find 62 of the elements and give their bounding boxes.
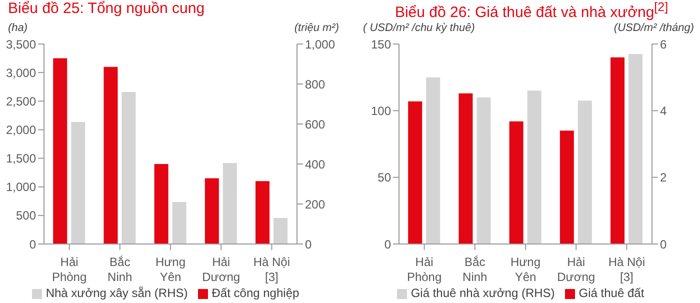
legend-label: Đất công nghiệp: [212, 286, 300, 300]
y-tick-label: 1,000: [6, 180, 36, 194]
y2-tick-label: 600: [305, 117, 326, 132]
y-tick-label: 1,500: [6, 152, 36, 166]
y2-tick-label: 0: [660, 237, 667, 252]
bar: [476, 97, 491, 244]
x-tick-label: Hải Dương: [557, 255, 596, 284]
y2-tick-label: 400: [305, 157, 326, 172]
bar: [71, 122, 86, 244]
bar: [578, 100, 592, 244]
bar: [204, 178, 219, 244]
bar: [458, 93, 473, 244]
y2-axis-title: (triệu m²): [294, 22, 339, 36]
bar: [527, 90, 542, 244]
bar: [154, 164, 168, 244]
x-tick-label: Hưng Yên: [155, 255, 186, 284]
legend-label: Nhà xưởng xây sẵn (RHS): [46, 286, 188, 300]
bar: [274, 218, 288, 244]
y-tick-label: 500: [16, 208, 36, 223]
y-tick-label: 3,500: [6, 37, 36, 52]
y-tick-label: 0: [29, 237, 36, 252]
y-tick-label: 100: [370, 104, 392, 118]
y-tick-label: 50: [378, 170, 392, 185]
y2-tick-label: 1,000: [305, 37, 336, 52]
y-axis-title: (ha): [8, 22, 28, 36]
y-tick-label: 0: [384, 237, 392, 252]
bar: [222, 163, 237, 244]
x-tick-label: Hải Phòng: [52, 255, 87, 284]
y-tick-label: 2,000: [6, 122, 36, 137]
x-tick-label: Hà Nội [3]: [253, 255, 290, 284]
x-tick-label: Hưng Yên: [510, 255, 541, 284]
bar: [509, 121, 524, 244]
y-tick-label: 150: [370, 37, 392, 52]
bar: [104, 66, 118, 244]
y-tick-label: 3,000: [6, 66, 36, 80]
y2-axis-title: (USD/m² /tháng): [614, 22, 694, 36]
y2-tick-label: 800: [305, 77, 326, 92]
bar: [408, 101, 422, 244]
chart-title: Biểu đồ 25: Tổng nguồn cung: [7, 0, 206, 19]
x-tick-label: Bắc Ninh: [108, 255, 132, 284]
bar: [628, 54, 643, 244]
legend-label: Giá thuê đất: [578, 286, 644, 300]
bar: [426, 77, 440, 244]
y2-tick-label: 200: [305, 197, 326, 212]
bar: [610, 57, 625, 244]
x-tick-label: Hải Phòng: [406, 255, 442, 284]
bar: [122, 92, 136, 244]
bar: [172, 202, 186, 244]
chart-title: Biểu đồ 26: Giá thuê đất và nhà xưởng$^{[2]}$: [394, 0, 670, 22]
x-tick-label: Hà Nội [3]: [608, 255, 646, 284]
y-axis-title: ( USD/m² /chu kỳ thuê): [363, 22, 475, 36]
bar: [53, 58, 68, 244]
y-tick-label: 2,500: [6, 94, 36, 108]
y2-tick-label: 0: [305, 237, 312, 252]
legend-label: Giá thuê nhà xưởng (RHS): [410, 286, 555, 300]
y2-tick-label: 4: [660, 104, 667, 118]
y2-tick-label: 2: [660, 170, 667, 185]
x-tick-label: Bắc Ninh: [462, 255, 488, 284]
y2-tick-label: 6: [660, 37, 667, 52]
bar: [560, 130, 574, 244]
bar: [256, 181, 270, 244]
x-tick-label: Hải Dương: [202, 255, 240, 284]
